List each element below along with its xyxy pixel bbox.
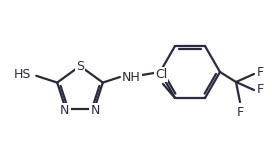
Text: S: S (76, 60, 84, 72)
Text: F: F (257, 66, 264, 80)
Text: HS: HS (14, 68, 31, 81)
Text: Cl: Cl (155, 68, 167, 81)
Text: F: F (257, 84, 264, 96)
Text: N: N (90, 104, 100, 117)
Text: N: N (60, 104, 70, 117)
Text: NH: NH (122, 70, 141, 84)
Text: F: F (236, 106, 243, 119)
